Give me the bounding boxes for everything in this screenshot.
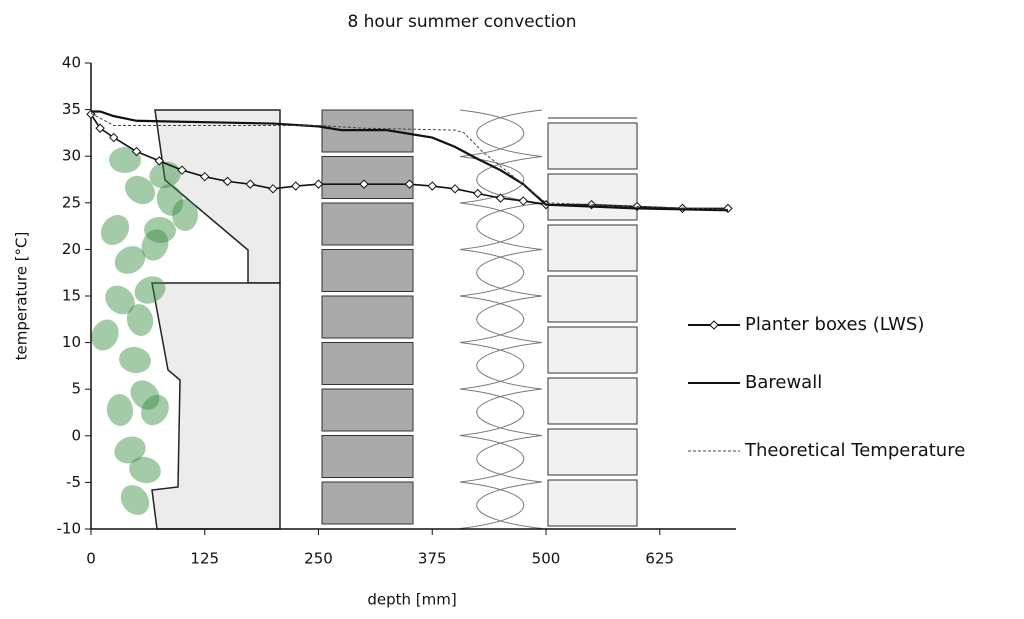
legend-text: Barewall bbox=[745, 372, 822, 393]
marker bbox=[451, 185, 459, 193]
brick bbox=[322, 436, 413, 478]
leaf bbox=[105, 393, 134, 428]
insulation bbox=[477, 436, 542, 483]
y-tick-label: 20 bbox=[62, 240, 81, 258]
y-tick-label: 30 bbox=[62, 147, 81, 165]
insulation bbox=[460, 436, 524, 483]
marker bbox=[292, 182, 300, 190]
insulation bbox=[460, 389, 524, 436]
brick bbox=[322, 203, 413, 245]
y-tick-label: 0 bbox=[71, 426, 81, 444]
insulation bbox=[460, 296, 524, 343]
block bbox=[548, 123, 637, 169]
y-tick-label: -10 bbox=[57, 520, 82, 538]
x-tick-label: 0 bbox=[86, 550, 96, 568]
brick bbox=[322, 296, 413, 338]
chart: 8 hour summer convection depth [mm] temp… bbox=[0, 0, 1024, 619]
y-tick-label: 10 bbox=[62, 333, 81, 351]
leaf bbox=[115, 479, 155, 520]
chart-title: 8 hour summer convection bbox=[347, 12, 576, 32]
block bbox=[548, 480, 637, 526]
insulation bbox=[460, 482, 524, 529]
leaf bbox=[86, 315, 123, 355]
insulation bbox=[477, 250, 542, 297]
insulation bbox=[460, 343, 524, 390]
y-tick-label: 5 bbox=[71, 380, 81, 398]
block bbox=[548, 225, 637, 271]
marker bbox=[474, 189, 482, 197]
y-tick-label: -5 bbox=[66, 473, 81, 491]
insulation bbox=[477, 389, 542, 436]
insulation bbox=[477, 296, 542, 343]
insulation bbox=[477, 110, 542, 157]
insulation bbox=[477, 482, 542, 529]
legend-marker bbox=[710, 321, 718, 329]
y-tick-label: 35 bbox=[62, 100, 81, 118]
brick bbox=[322, 250, 413, 292]
marker bbox=[315, 180, 323, 188]
legend-text: Planter boxes (LWS) bbox=[745, 314, 924, 335]
x-tick-label: 125 bbox=[190, 550, 219, 568]
insulation bbox=[477, 203, 542, 250]
x-tick-label: 625 bbox=[645, 550, 674, 568]
legend-text: Theoretical Temperature bbox=[744, 440, 965, 461]
y-tick-label: 25 bbox=[62, 193, 81, 211]
block bbox=[548, 378, 637, 424]
marker bbox=[497, 194, 505, 202]
x-tick-label: 500 bbox=[532, 550, 561, 568]
insulation bbox=[477, 343, 542, 390]
leaf bbox=[117, 344, 153, 375]
block bbox=[548, 276, 637, 322]
marker bbox=[519, 197, 527, 205]
brick bbox=[322, 482, 413, 524]
panel bbox=[152, 283, 280, 529]
brick bbox=[322, 343, 413, 385]
insulation bbox=[460, 110, 524, 157]
block bbox=[548, 327, 637, 373]
brick bbox=[322, 157, 413, 199]
leaf bbox=[95, 209, 135, 250]
insulation bbox=[460, 203, 524, 250]
brick bbox=[322, 389, 413, 431]
x-tick-label: 375 bbox=[418, 550, 447, 568]
wall-section bbox=[86, 110, 637, 529]
block bbox=[548, 429, 637, 475]
insulation bbox=[460, 250, 524, 297]
x-axis-label: depth [mm] bbox=[367, 591, 456, 609]
y-tick-label: 40 bbox=[62, 54, 81, 72]
y-tick-label: 15 bbox=[62, 287, 81, 305]
block bbox=[548, 174, 637, 220]
marker bbox=[428, 182, 436, 190]
x-tick-label: 250 bbox=[304, 550, 333, 568]
y-axis-label: temperature [°C] bbox=[13, 232, 31, 361]
